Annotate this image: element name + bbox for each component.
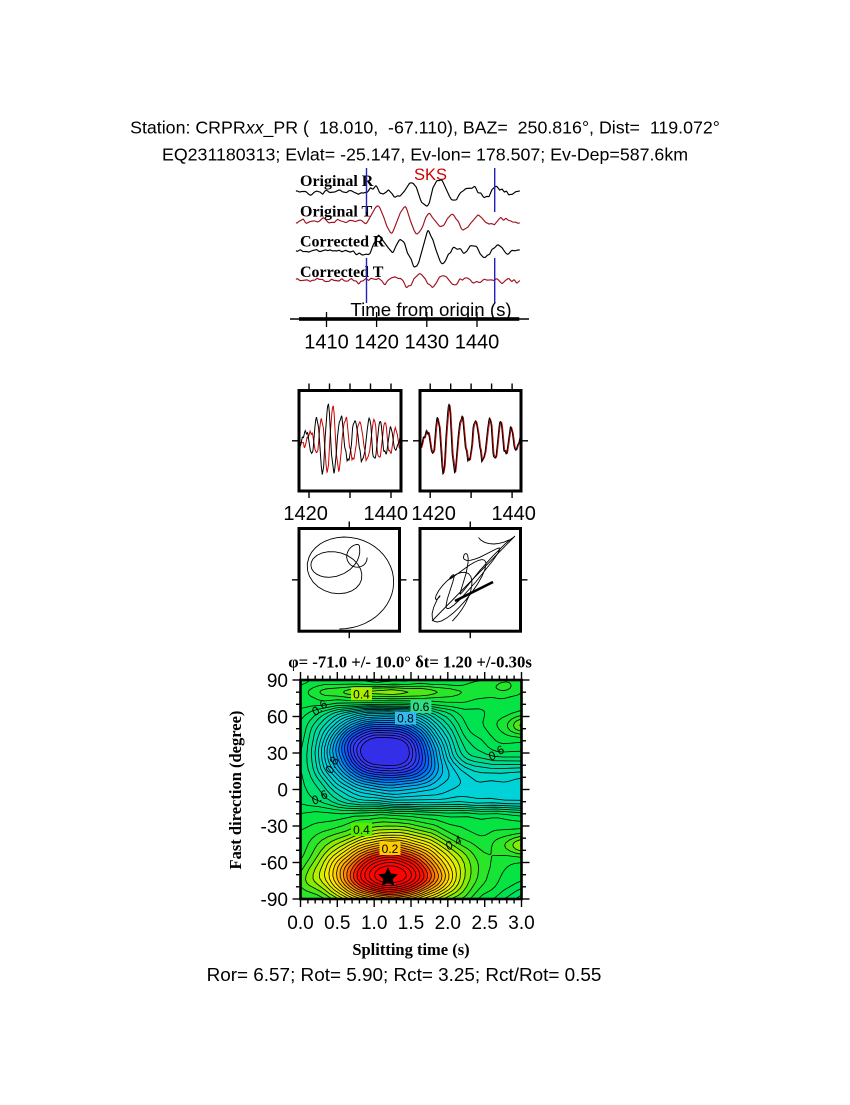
svg-text:1430: 1430 — [405, 332, 450, 354]
svg-text:Time from origin (s): Time from origin (s) — [350, 299, 511, 320]
svg-text:SKS: SKS — [414, 166, 447, 184]
svg-text:1.0: 1.0 — [361, 913, 387, 934]
svg-text:Original T: Original T — [300, 203, 372, 220]
svg-text:1.5: 1.5 — [398, 913, 424, 934]
svg-text:30: 30 — [267, 744, 288, 765]
svg-text:Original R: Original R — [300, 173, 374, 190]
svg-text:1440: 1440 — [455, 332, 500, 354]
svg-text:-60: -60 — [261, 854, 288, 875]
svg-text:EQ231180313; Evlat= -25.147, E: EQ231180313; Evlat= -25.147, Ev-lon= 178… — [162, 145, 688, 165]
svg-text:0.8: 0.8 — [397, 712, 414, 726]
svg-text:1420: 1420 — [411, 503, 456, 525]
svg-text:0.4: 0.4 — [353, 688, 370, 702]
svg-text:Splitting time (s): Splitting time (s) — [352, 940, 469, 959]
svg-text:2.0: 2.0 — [435, 913, 461, 934]
svg-text:1420: 1420 — [354, 332, 399, 354]
svg-text:1420: 1420 — [283, 503, 328, 525]
svg-text:1440: 1440 — [491, 503, 536, 525]
svg-text:2.5: 2.5 — [471, 913, 497, 934]
svg-text:1410: 1410 — [304, 332, 349, 354]
svg-text:Corrected R: Corrected R — [300, 234, 385, 251]
svg-text:3.0: 3.0 — [508, 913, 534, 934]
svg-text:1440: 1440 — [364, 503, 409, 525]
svg-text:0.6: 0.6 — [413, 700, 430, 714]
svg-text:Station: CRPRxx_PR ( 18.010,: Station: CRPRxx_PR ( 18.010, -67.110), B… — [130, 118, 720, 139]
svg-text:0.4: 0.4 — [353, 823, 370, 837]
svg-text:90: 90 — [267, 671, 288, 692]
svg-text:0.5: 0.5 — [324, 913, 350, 934]
svg-text:0.8: 0.8 — [322, 754, 342, 775]
svg-text:0.0: 0.0 — [287, 913, 313, 934]
svg-text:-30: -30 — [261, 817, 288, 838]
svg-text:0.2: 0.2 — [382, 842, 399, 856]
svg-text:Fast direction (degree): Fast direction (degree) — [226, 711, 245, 870]
svg-text:0: 0 — [277, 781, 288, 802]
svg-text:φ= -71.0 +/- 10.0° δt= 1.20 +/: φ= -71.0 +/- 10.0° δt= 1.20 +/-0.30s — [288, 653, 532, 672]
svg-text:Ror= 6.57; Rot= 5.90; Rct= 3.2: Ror= 6.57; Rot= 5.90; Rct= 3.25; Rct/Rot… — [207, 965, 602, 986]
svg-text:Corrected T: Corrected T — [300, 264, 384, 281]
svg-text:60: 60 — [267, 708, 288, 729]
svg-text:-90: -90 — [261, 890, 288, 911]
